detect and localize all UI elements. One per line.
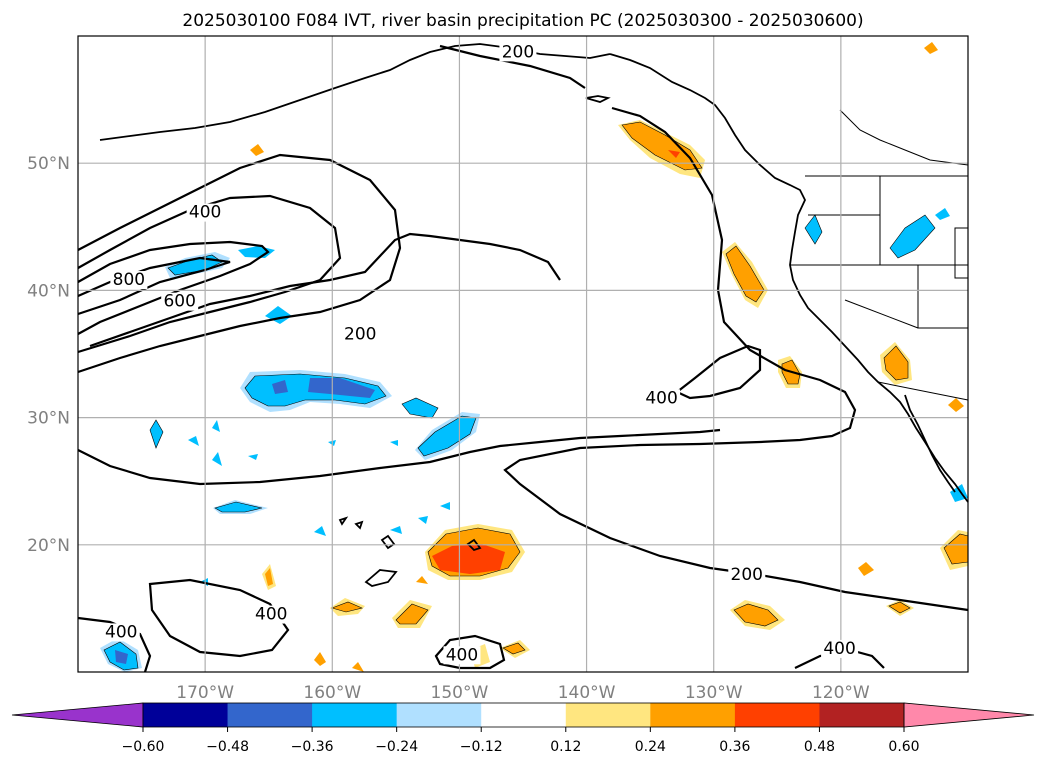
contour-label: 400 — [823, 639, 855, 659]
contour-label-bg — [443, 646, 481, 665]
colorbar-bin — [565, 703, 651, 727]
precipitation-shading — [100, 42, 969, 672]
colorbar-extend-min — [11, 702, 144, 728]
contour-label-bg — [821, 639, 859, 658]
contour-label-bg — [161, 292, 199, 311]
contour-label: 600 — [163, 292, 195, 312]
contour-label: 400 — [189, 203, 221, 223]
contour-label-bg — [186, 203, 224, 222]
colorbar-bin — [819, 703, 905, 727]
longitude-tick-labels: 170°W 160°W 150°W 140°W 130°W 120°W — [176, 683, 870, 703]
contour-label: 200 — [731, 565, 763, 585]
colorbar-tick-label: 0.24 — [635, 739, 666, 755]
map-background — [78, 36, 968, 672]
lat-tick-label: 30°N — [27, 409, 70, 429]
lon-tick-label: 150°W — [431, 683, 489, 703]
colorbar: −0.60 −0.48 −0.36 −0.24 −0.12 0.12 0.24 0.36 0.4… — [11, 702, 1035, 755]
colorbar-extend-max — [903, 702, 1035, 728]
colorbar-bin — [396, 703, 482, 727]
lon-tick-label: 160°W — [303, 683, 361, 703]
lat-tick-label: 50°N — [27, 154, 70, 174]
colorbar-tick-label: −0.60 — [122, 739, 165, 755]
coastlines — [99, 43, 969, 587]
colorbar-bin — [650, 703, 736, 727]
contour-label-bg — [341, 325, 379, 344]
colorbar-tick-label: 0.36 — [719, 739, 750, 755]
contour-label: 400 — [105, 622, 137, 642]
gridlines — [78, 36, 968, 672]
lon-tick-label: 120°W — [812, 683, 870, 703]
colorbar-bin — [734, 703, 820, 727]
colorbar-tick-label: −0.24 — [375, 739, 418, 755]
colorbar-tick-label: 0.12 — [550, 739, 581, 755]
contour-label: 200 — [502, 42, 534, 62]
colorbar-bin — [227, 703, 313, 727]
contour-label: 200 — [344, 325, 376, 345]
contour-label-bg — [499, 43, 537, 62]
map-panel: 200 400 800 600 200 400 200 400 400 400 400 — [77, 35, 969, 673]
colorbar-tick-label: −0.12 — [460, 739, 503, 755]
contour-label-bg — [252, 605, 290, 624]
contour-label: 800 — [113, 270, 145, 290]
contour-label-bg — [102, 623, 140, 642]
colorbar-frame — [142, 702, 905, 728]
contour-label: 400 — [645, 388, 677, 408]
contour-label: 400 — [446, 645, 478, 665]
colorbar-bin — [312, 703, 398, 727]
colorbar-tick-label: −0.48 — [206, 739, 249, 755]
latitude-tick-labels: 50°N 40°N 30°N 20°N — [27, 154, 70, 556]
contour-label: 400 — [255, 605, 287, 625]
colorbar-tick-label: 0.60 — [888, 739, 919, 755]
map-frame — [77, 35, 969, 673]
figure-title: 2025030100 F084 IVT, river basin precipi… — [182, 11, 863, 31]
lon-tick-label: 140°W — [558, 683, 616, 703]
colorbar-bin — [481, 703, 567, 727]
lon-tick-label: 170°W — [176, 683, 234, 703]
contour-label-bg — [110, 271, 148, 290]
colorbar-bin — [143, 703, 229, 727]
contour-labels: 200 400 800 600 200 400 200 400 400 400 400 — [102, 42, 859, 665]
contour-label-bg — [643, 389, 681, 408]
lon-tick-label: 130°W — [685, 683, 743, 703]
colorbar-tick-label: 0.48 — [804, 739, 835, 755]
contour-label-bg — [728, 566, 766, 585]
colorbar-tick-label: −0.36 — [291, 739, 334, 755]
lat-tick-label: 20°N — [27, 536, 70, 556]
lat-tick-label: 40°N — [27, 281, 70, 301]
state-borders — [790, 109, 969, 401]
